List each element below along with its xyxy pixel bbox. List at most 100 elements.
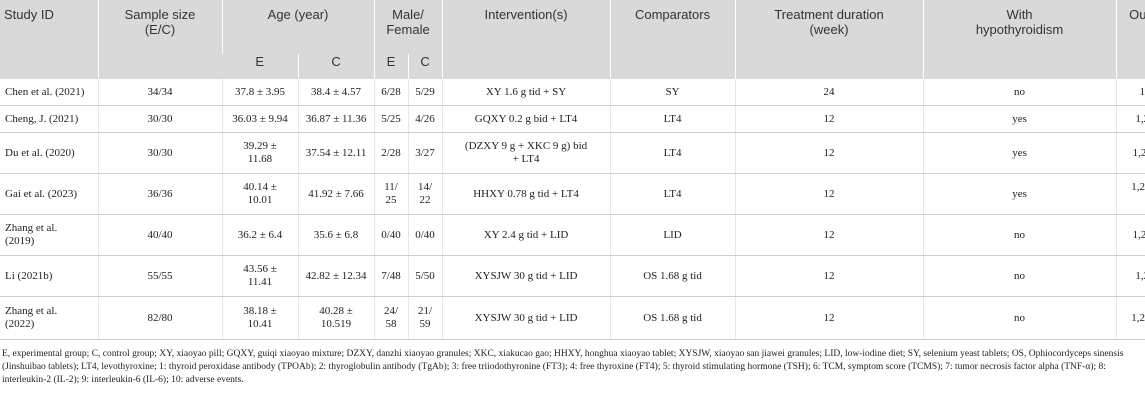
cell-outcomes: 1,2,3,4,5,6 (1115, 255, 1145, 297)
cell-duration: 12 (734, 105, 924, 133)
table-row: Zhang et al. (2022) 82/80 38.18 ± 10.41 … (0, 296, 1145, 340)
header-age: Age (year) (221, 0, 375, 54)
cell-age-e: 36.03 ± 9.94 (221, 105, 298, 133)
table-row: Du et al. (2020) 30/30 39.29 ± 11.68 37.… (0, 132, 1145, 174)
cell-age-c: 40.28 ± 10.519 (297, 296, 375, 340)
cell-study: Gai et al. (2023) (0, 173, 98, 215)
header-sex: Male/ Female (373, 0, 443, 54)
header-interventions: Intervention(s) (441, 0, 611, 79)
cell-hypothyroidism: yes (922, 105, 1117, 133)
header-outcomes: Outcomes (1115, 0, 1145, 79)
header-hypothyroidism: With hypothyroidism (922, 0, 1117, 79)
cell-intervention: GQXY 0.2 g bid + LT4 (441, 105, 611, 133)
table-row: Gai et al. (2023) 36/36 40.14 ± 10.01 41… (0, 173, 1145, 215)
cell-sample: 30/30 (97, 132, 222, 174)
cell-intervention: HHXY 0.78 g tid + LT4 (441, 173, 611, 215)
cell-intervention: XYSJW 30 g tid + LID (441, 255, 611, 297)
cell-hypothyroidism: yes (922, 132, 1117, 174)
table-row: Li (2021b) 55/55 43.56 ± 11.41 42.82 ± 1… (0, 255, 1145, 297)
cell-duration: 12 (734, 255, 924, 297)
cell-duration: 12 (734, 214, 924, 256)
cell-sex-c: 21/ 59 (407, 296, 443, 340)
cell-hypothyroidism: no (922, 79, 1117, 106)
cell-comparator: SY (609, 79, 736, 106)
cell-duration: 12 (734, 132, 924, 174)
header-study-id: Study ID (0, 0, 98, 79)
cell-intervention: XY 2.4 g tid + LID (441, 214, 611, 256)
cell-sample: 55/55 (97, 255, 222, 297)
table-row: Zhang et al. (2019) 40/40 36.2 ± 6.4 35.… (0, 214, 1145, 256)
cell-sample: 82/80 (97, 296, 222, 340)
cell-outcomes: 1,2,3,4,5,6,9 (1115, 296, 1145, 340)
cell-age-c: 41.92 ± 7.66 (297, 173, 375, 215)
cell-outcomes: 1,2,3,4,5,6 (1115, 105, 1145, 133)
cell-sex-c: 4/26 (407, 105, 443, 133)
subheader-age-c: C (297, 54, 375, 79)
cell-duration: 12 (734, 173, 924, 215)
header-comparators: Comparators (609, 0, 736, 79)
cell-hypothyroidism: yes (922, 173, 1117, 215)
cell-comparator: LT4 (609, 132, 736, 174)
cell-study: Du et al. (2020) (0, 132, 98, 174)
subheader-sex-e: E (373, 54, 409, 79)
cell-sex-e: 11/ 25 (373, 173, 409, 215)
study-characteristics-table-wrapper: Study ID Sample size (E/C) Age (year) Ma… (0, 0, 1145, 385)
cell-sex-c: 3/27 (407, 132, 443, 174)
cell-age-e: 36.2 ± 6.4 (221, 214, 298, 256)
cell-outcomes: 1,2,3,4,5,10 (1115, 214, 1145, 256)
cell-age-e: 39.29 ± 11.68 (221, 132, 298, 174)
subheader-age-e: E (222, 54, 298, 79)
cell-age-c: 36.87 ± 11.36 (297, 105, 375, 133)
cell-outcomes: 1,2,3,4,5,6,9 10 (1115, 173, 1145, 215)
subheader-sex-c: C (407, 54, 443, 79)
cell-study: Zhang et al. (2022) (0, 296, 98, 340)
cell-sex-c: 5/50 (407, 255, 443, 297)
cell-age-e: 38.18 ± 10.41 (221, 296, 298, 340)
cell-duration: 24 (734, 79, 924, 106)
cell-study: Chen et al. (2021) (0, 79, 98, 106)
cell-comparator: OS 1.68 g tid (609, 255, 736, 297)
cell-age-c: 42.82 ± 12.34 (297, 255, 375, 297)
header-duration: Treatment duration (week) (734, 0, 924, 79)
cell-comparator: LT4 (609, 105, 736, 133)
cell-study: Zhang et al. (2019) (0, 214, 98, 256)
cell-outcomes: 1,2,3,4,5,10 (1115, 132, 1145, 174)
cell-sex-c: 0/40 (407, 214, 443, 256)
cell-sample: 30/30 (97, 105, 222, 133)
cell-sample: 40/40 (97, 214, 222, 256)
table-footnote: E, experimental group; C, control group;… (2, 349, 1124, 385)
cell-age-e: 37.8 ± 3.95 (221, 79, 298, 106)
cell-intervention: XY 1.6 g tid + SY (441, 79, 611, 106)
cell-sample: 34/34 (97, 79, 222, 106)
cell-sex-e: 5/25 (373, 105, 409, 133)
cell-age-e: 43.56 ± 11.41 (221, 255, 298, 297)
table-row: Cheng, J. (2021) 30/30 36.03 ± 9.94 36.8… (0, 105, 1145, 133)
cell-sample: 36/36 (97, 173, 222, 215)
cell-study: Li (2021b) (0, 255, 98, 297)
cell-sex-e: 6/28 (373, 79, 409, 106)
cell-sex-c: 14/ 22 (407, 173, 443, 215)
cell-hypothyroidism: no (922, 296, 1117, 340)
cell-duration: 12 (734, 296, 924, 340)
cell-study: Cheng, J. (2021) (0, 105, 98, 133)
cell-comparator: LID (609, 214, 736, 256)
cell-outcomes: 1,2,3,4,5 (1115, 79, 1145, 106)
cell-intervention: XYSJW 30 g tid + LID (441, 296, 611, 340)
cell-intervention: (DZXY 9 g + XKC 9 g) bid + LT4 (441, 132, 611, 174)
study-characteristics-table: Study ID Sample size (E/C) Age (year) Ma… (0, 0, 1145, 340)
header-row: Study ID Sample size (E/C) Age (year) Ma… (0, 0, 1145, 79)
cell-comparator: OS 1.68 g tid (609, 296, 736, 340)
cell-sex-e: 24/ 58 (373, 296, 409, 340)
cell-sex-e: 0/40 (373, 214, 409, 256)
cell-age-c: 37.54 ± 12.11 (297, 132, 375, 174)
cell-age-c: 35.6 ± 6.8 (297, 214, 375, 256)
header-sample-size: Sample size (E/C) (97, 0, 222, 79)
cell-hypothyroidism: no (922, 255, 1117, 297)
cell-sex-e: 2/28 (373, 132, 409, 174)
cell-hypothyroidism: no (922, 214, 1117, 256)
table-row: Chen et al. (2021) 34/34 37.8 ± 3.95 38.… (0, 79, 1145, 106)
subheader-row: E C E C (0, 54, 1145, 79)
cell-age-c: 38.4 ± 4.57 (297, 79, 375, 106)
cell-sex-c: 5/29 (407, 79, 443, 106)
cell-age-e: 40.14 ± 10.01 (221, 173, 298, 215)
